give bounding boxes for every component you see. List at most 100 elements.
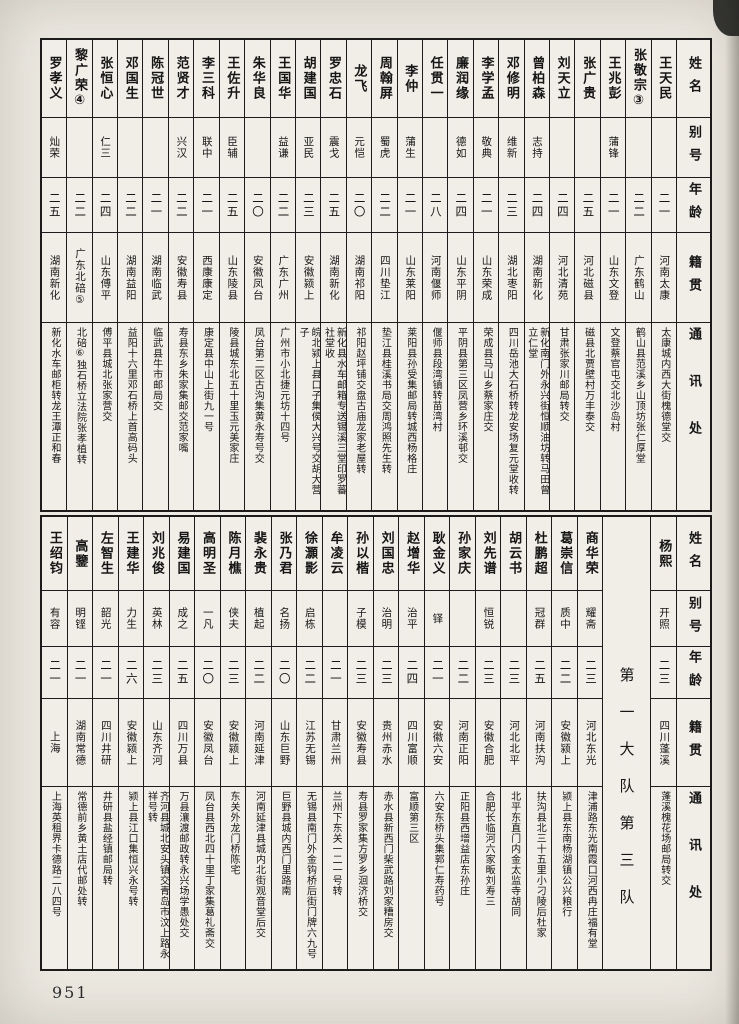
header-address-cell: 通讯处 <box>677 323 710 510</box>
person-origin: 安徽颍上 <box>559 719 572 766</box>
person-alias: 启栋 <box>303 607 316 630</box>
person-name: 高明圣 <box>199 531 215 576</box>
person-age-cell: 二五 <box>41 178 67 233</box>
person-age: 二二 <box>558 659 573 686</box>
person-name: 陈冠世 <box>148 56 164 101</box>
person-origin: 广东广州 <box>277 254 290 301</box>
unit-divider-cell: 第一大队第三队 <box>603 517 650 969</box>
person-name: 周翰屏 <box>376 56 392 101</box>
header-name-label: 姓名 <box>686 530 701 577</box>
person-address: 富顺第三区 <box>406 791 418 844</box>
person-origin-cell: 安徽寿县 <box>348 699 373 787</box>
person-column: 易建国 成之 二五 四川万县 万县瀼渡邮政转永兴场学愚处交 <box>169 517 196 969</box>
person-age: 二八 <box>428 191 443 219</box>
person-origin-cell: 甘肃兰州 <box>322 699 348 787</box>
person-address-cell: 傅平县城北张家营交 <box>93 323 117 510</box>
person-address: 陵县城东北五十里玉元美家庄 <box>226 327 238 464</box>
person-name: 杜鹏超 <box>531 531 547 576</box>
person-age-cell: 二〇 <box>346 178 372 233</box>
person-age: 二一 <box>48 659 63 686</box>
header-age-cell: 年龄 <box>677 178 710 233</box>
person-age-cell: 二三 <box>373 647 399 699</box>
person-name: 葛崇信 <box>557 531 573 576</box>
person-name-cell: 高鑒 <box>67 517 93 591</box>
person-alias-cell: 名扬 <box>271 591 297 647</box>
person-name: 高鑒 <box>72 538 88 569</box>
person-origin: 山东莱阳 <box>404 254 417 301</box>
person-alias-cell <box>118 118 143 178</box>
person-alias: 德如 <box>454 136 467 159</box>
person-alias-cell: 敬典 <box>473 118 499 178</box>
person-alias-cell: 亚民 <box>295 118 321 178</box>
person-name: 牟凌云 <box>327 531 343 576</box>
person-alias: 元恺 <box>353 136 366 159</box>
person-column: 葛崇信 质中 二二 安徽颍上 颍上县东南杨湖镇公兴粮行 <box>552 517 578 969</box>
person-age: 二二 <box>632 191 647 219</box>
person-origin-cell: 四川富顺 <box>399 699 424 787</box>
person-origin: 四川富顺 <box>406 719 419 766</box>
person-address-cell: 齐河县城北安头镇交青岛市汶上路永祥号转 <box>144 787 169 969</box>
person-column: 耿金义 铎 二一 安徽六安 六安东桥头集郭仁寿药号 <box>424 517 451 969</box>
person-age: 二一 <box>430 659 445 686</box>
person-origin-cell: 湖南临武 <box>143 233 168 323</box>
person-address: 上海英租界卡德路二八四号 <box>49 791 61 917</box>
person-name: 范贤才 <box>173 56 189 101</box>
person-name-cell: 王佐升 <box>219 40 245 118</box>
person-alias-cell <box>651 118 676 178</box>
person-origin: 湖南新化 <box>531 254 544 301</box>
person-origin-cell: 安徽颍上 <box>552 699 577 787</box>
person-origin-cell: 湖南常德 <box>67 699 93 787</box>
person-origin: 安徽寿县 <box>175 254 188 301</box>
header-column-top: 姓名 别号 年龄 籍贯 通讯处 <box>677 40 710 510</box>
person-column: 王天民 二一 河南太康 太康城内西大街槐德堂交 <box>651 40 677 510</box>
person-address-cell: 垫江县桂溪书局交周鸿照先生转 <box>372 323 396 510</box>
person-alias-cell: 志持 <box>524 118 549 178</box>
person-origin-cell: 河南偃师 <box>422 233 448 323</box>
person-name-cell: 黎广荣④ <box>67 40 92 118</box>
person-column: 张恒心 仁三 二四 山东傅平 傅平县城北张家营交 <box>92 40 119 510</box>
person-age-cell: 二三 <box>501 647 526 699</box>
person-origin-cell: 广东鹤山 <box>626 233 651 323</box>
person-origin-cell: 山东陵县 <box>219 233 245 323</box>
person-age-cell: 二一 <box>600 178 626 233</box>
person-address: 新化南门外永兴街恒顺油坊转马田曾立仁堂 <box>525 327 549 495</box>
person-origin: 广东北碚⑤ <box>73 248 86 307</box>
person-origin-cell: 安徽六安 <box>424 699 450 787</box>
person-age-cell: 二四 <box>448 178 473 233</box>
person-origin: 山东平阴 <box>455 254 468 301</box>
person-alias-cell: 冠群 <box>526 591 552 647</box>
person-alias-cell: 益谦 <box>270 118 295 178</box>
person-address-cell: 六安东桥头集郭仁寿药号 <box>425 787 450 969</box>
header-name-cell: 姓名 <box>677 517 710 591</box>
person-origin-cell: 四川蓬溪 <box>651 699 676 787</box>
person-name-cell: 胡云书 <box>501 517 526 591</box>
person-address-cell: 康定县中山上街九一号 <box>194 323 218 510</box>
person-name: 胡云书 <box>506 531 522 576</box>
person-age-cell: 二五 <box>169 647 195 699</box>
person-address-cell: 巨野县城内西门里路南 <box>272 787 297 969</box>
person-origin-cell: 安徽寿县 <box>168 233 194 323</box>
person-name-cell: 杜鹏超 <box>526 517 552 591</box>
person-name: 胡建国 <box>300 56 316 101</box>
person-origin: 湖南新化 <box>328 254 341 301</box>
person-name: 邓国生 <box>122 56 138 101</box>
person-name: 张乃君 <box>276 531 292 576</box>
person-alias-cell <box>322 591 348 647</box>
person-column: 朱华良 二〇 安徽凤台 凤台第二区古沟集黄永寿号交 <box>245 40 271 510</box>
person-age-cell: 二六 <box>118 647 144 699</box>
header-column-bottom: 姓名 别号 年龄 籍贯 通讯处 <box>677 517 710 969</box>
person-alias-cell: 蒲锋 <box>600 118 626 178</box>
person-alias-cell: 启栋 <box>297 591 322 647</box>
person-age-cell: 二三 <box>475 647 501 699</box>
person-name: 徐灝影 <box>302 531 318 576</box>
person-origin-cell: 西康康定 <box>194 233 219 323</box>
person-alias: 力生 <box>125 607 138 630</box>
person-origin-cell: 上海 <box>42 699 67 787</box>
person-address: 北碚⑥独石桥立法院张孝植转 <box>74 327 86 465</box>
person-alias-cell: 臣辅 <box>219 118 245 178</box>
person-age: 二四 <box>530 191 545 219</box>
person-origin: 江苏无锡 <box>304 719 317 766</box>
person-origin: 湖北枣阳 <box>505 254 518 301</box>
person-origin-cell: 河北北平 <box>501 699 526 787</box>
header-origin-cell: 籍贯 <box>677 699 710 787</box>
